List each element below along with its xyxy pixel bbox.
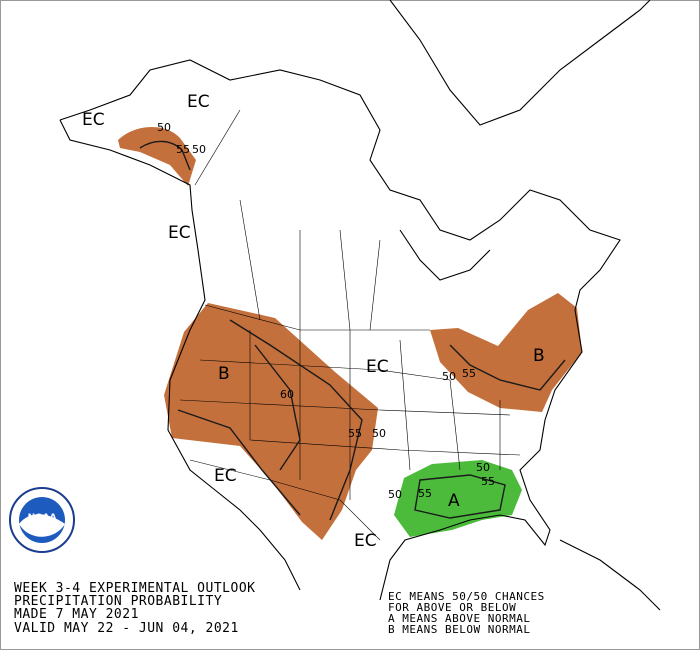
- borders: [179, 109, 521, 541]
- contour-label: 55: [462, 367, 476, 380]
- contour-label: 55: [348, 427, 362, 440]
- below-normal-area: [118, 126, 196, 186]
- region-label: EC: [187, 92, 210, 112]
- logo-text: NOAA: [28, 513, 57, 523]
- region-label: EC: [366, 357, 389, 377]
- key-line: FOR ABOVE OR BELOW: [388, 601, 516, 614]
- contour-label: 50: [192, 143, 206, 156]
- contour-label: 55: [481, 475, 495, 488]
- key-line: B MEANS BELOW NORMAL: [388, 623, 530, 636]
- contour-label: 50: [388, 488, 402, 501]
- key-line: EC MEANS 50/50 CHANCES: [388, 590, 545, 603]
- contour-label: 50: [442, 370, 456, 383]
- contour-label: 50: [372, 427, 386, 440]
- contours: [139, 140, 566, 521]
- region-label: EC: [214, 466, 237, 486]
- legend-line: MADE 7 MAY 2021: [14, 607, 139, 622]
- coastline: [59, 0, 661, 611]
- contour-label: 55: [176, 143, 190, 156]
- region-label: A: [448, 491, 460, 511]
- below-normal-area: [430, 293, 582, 412]
- region-label: EC: [168, 223, 191, 243]
- contour-label: 50: [157, 121, 171, 134]
- region-label: B: [533, 346, 545, 366]
- legend-line: VALID MAY 22 - JUN 04, 2021: [14, 621, 239, 636]
- region-label: B: [218, 364, 230, 384]
- legend-line: WEEK 3-4 EXPERIMENTAL OUTLOOK: [14, 581, 255, 596]
- key-line: A MEANS ABOVE NORMAL: [388, 612, 530, 625]
- contour-label: 50: [476, 461, 490, 474]
- contour-label: 60: [280, 388, 294, 401]
- legend-line: PRECIPITATION PROBABILITY: [14, 594, 222, 609]
- below-normal-area: [164, 303, 378, 540]
- region-label: EC: [354, 531, 377, 551]
- contour-label: 55: [418, 487, 432, 500]
- region-label: EC: [82, 110, 105, 130]
- noaa-logo: NOAA: [9, 487, 75, 553]
